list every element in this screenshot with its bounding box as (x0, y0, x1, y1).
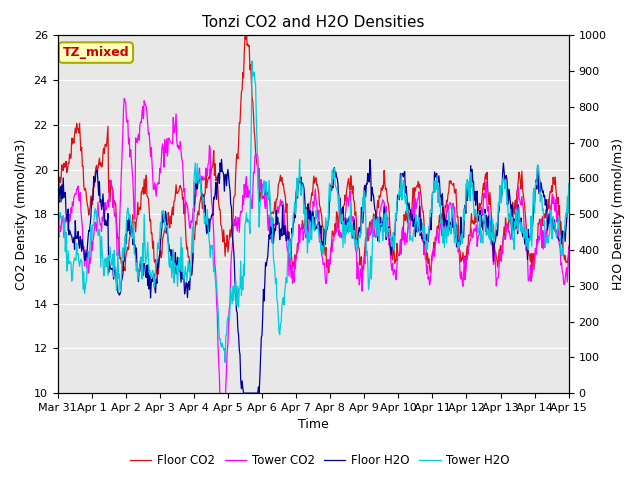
Y-axis label: H2O Density (mmol/m3): H2O Density (mmol/m3) (612, 138, 625, 290)
Line: Floor CO2: Floor CO2 (58, 25, 569, 277)
Line: Floor H2O: Floor H2O (58, 159, 569, 393)
Legend: Floor CO2, Tower CO2, Floor H2O, Tower H2O: Floor CO2, Tower CO2, Floor H2O, Tower H… (125, 449, 515, 472)
X-axis label: Time: Time (298, 419, 328, 432)
Line: Tower CO2: Tower CO2 (58, 98, 569, 438)
Text: TZ_mixed: TZ_mixed (63, 46, 129, 59)
Title: Tonzi CO2 and H2O Densities: Tonzi CO2 and H2O Densities (202, 15, 424, 30)
Y-axis label: CO2 Density (mmol/m3): CO2 Density (mmol/m3) (15, 139, 28, 290)
Line: Tower H2O: Tower H2O (58, 61, 569, 362)
